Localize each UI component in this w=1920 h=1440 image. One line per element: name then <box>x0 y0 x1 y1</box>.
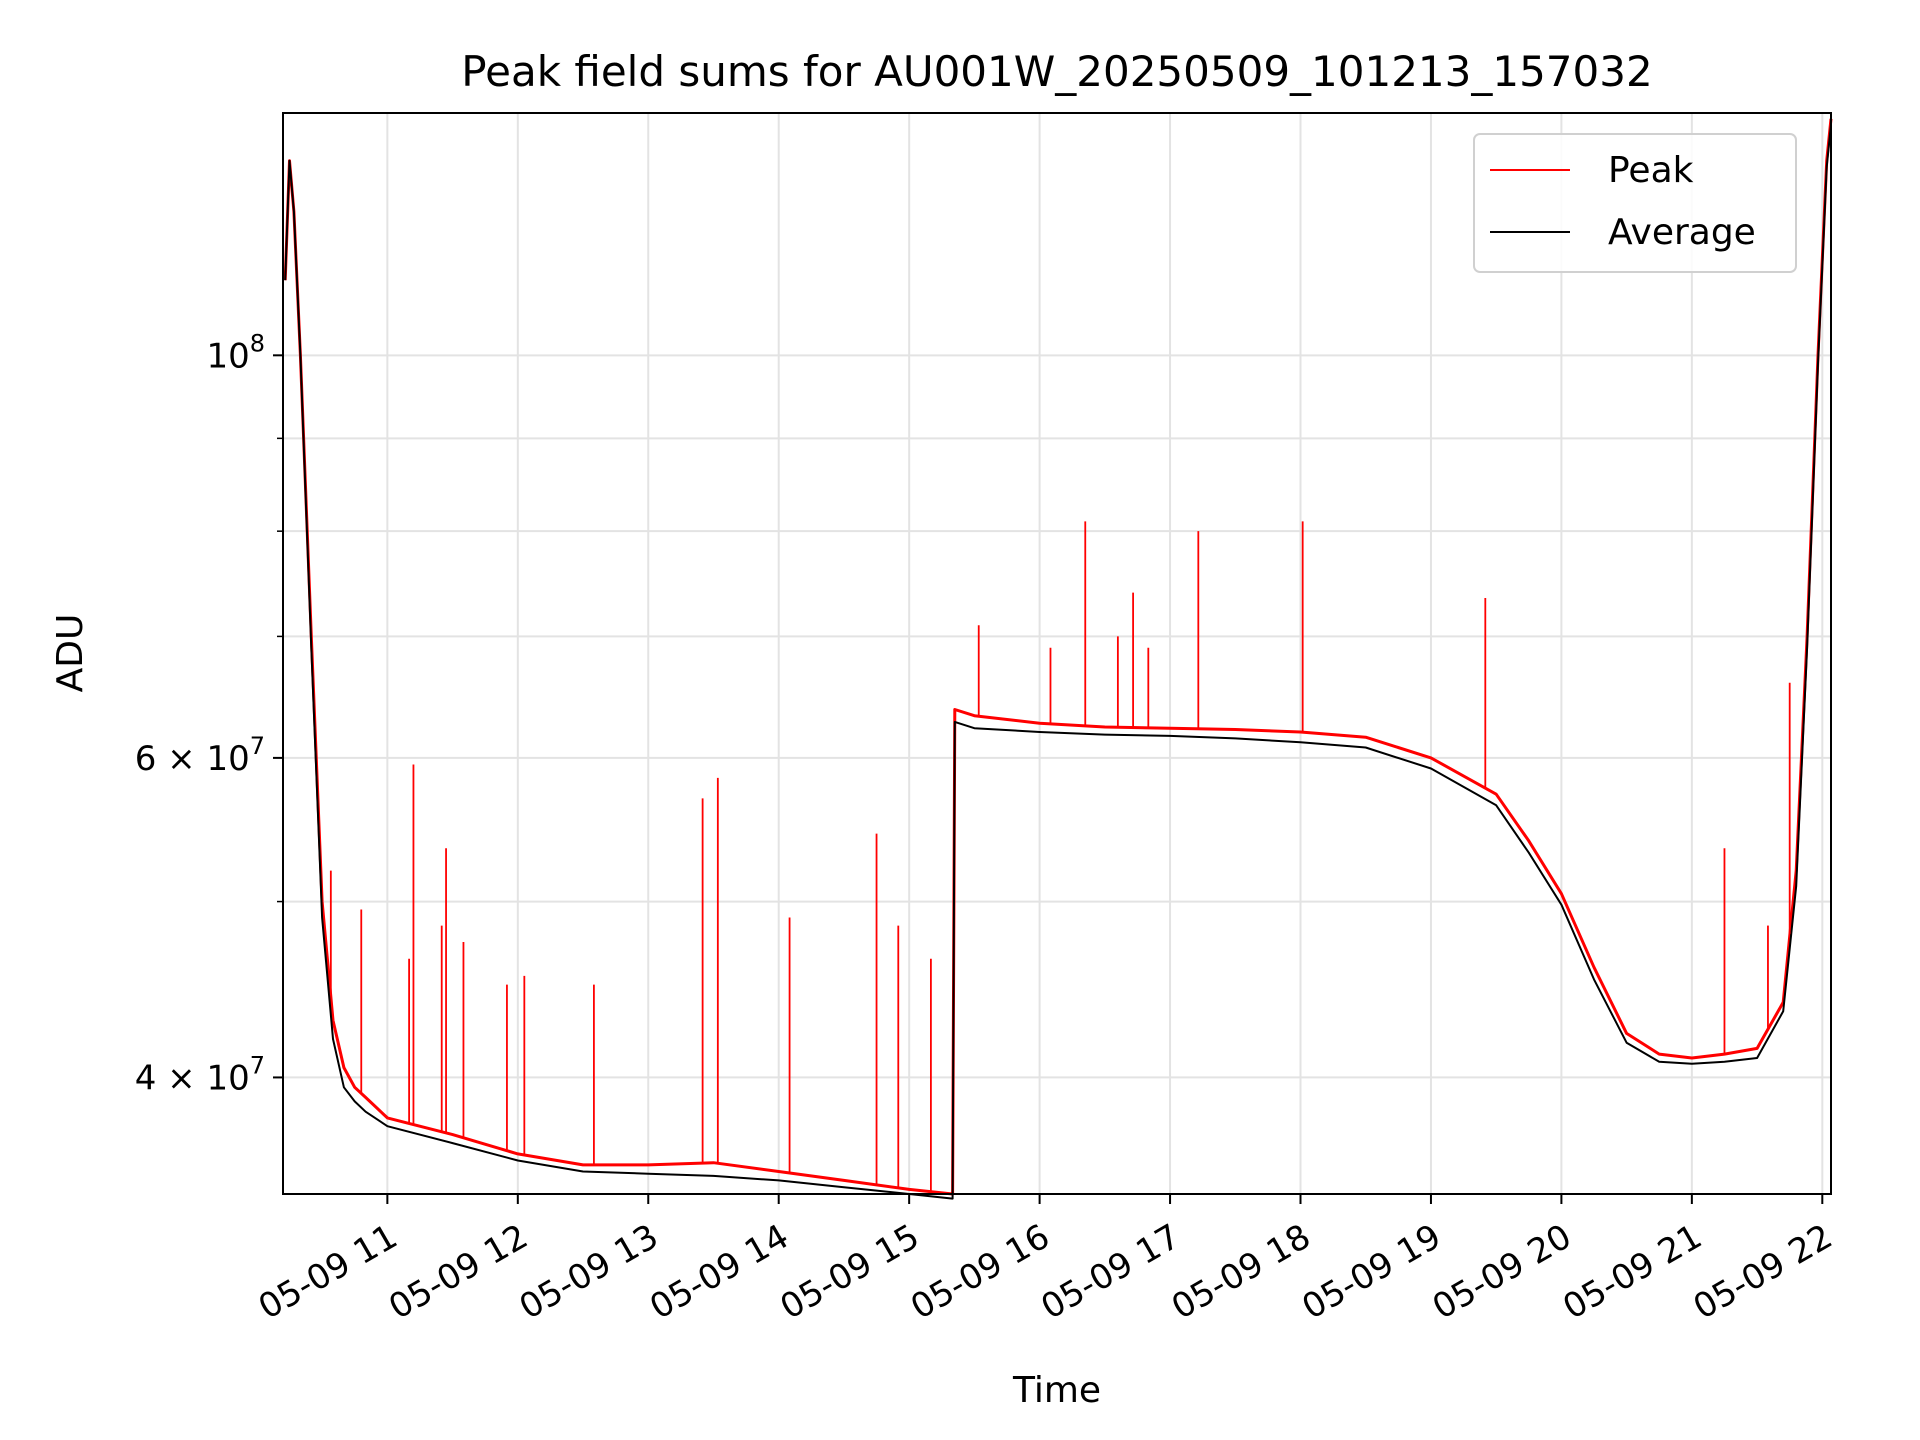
series-layer <box>283 118 1833 1200</box>
y-tick-label: 6 × 107 <box>135 732 265 779</box>
y-axis-label: ADU <box>50 614 91 693</box>
y-tick-exponent: 7 <box>250 732 265 760</box>
grid <box>283 113 1831 1194</box>
legend-label: Average <box>1608 212 1756 253</box>
chart-title: Peak field sums for AU001W_20250509_1012… <box>461 47 1652 96</box>
legend-box <box>1473 133 1797 273</box>
series-line-peak <box>283 118 1833 1196</box>
legend: Peak Average <box>1473 133 1797 273</box>
y-tick-exponent: 8 <box>250 329 265 357</box>
series-line-average <box>284 124 1832 1200</box>
y-tick-label: 4 × 107 <box>135 1051 265 1098</box>
legend-label: Peak <box>1608 150 1694 191</box>
y-tick-label: 108 <box>206 329 265 376</box>
x-axis-label: Time <box>1012 1370 1101 1411</box>
plot-frame <box>282 112 1832 1195</box>
y-tick-exponent: 7 <box>250 1051 265 1079</box>
y-axis: 4 × 107 6 × 107 108 <box>135 329 283 1098</box>
